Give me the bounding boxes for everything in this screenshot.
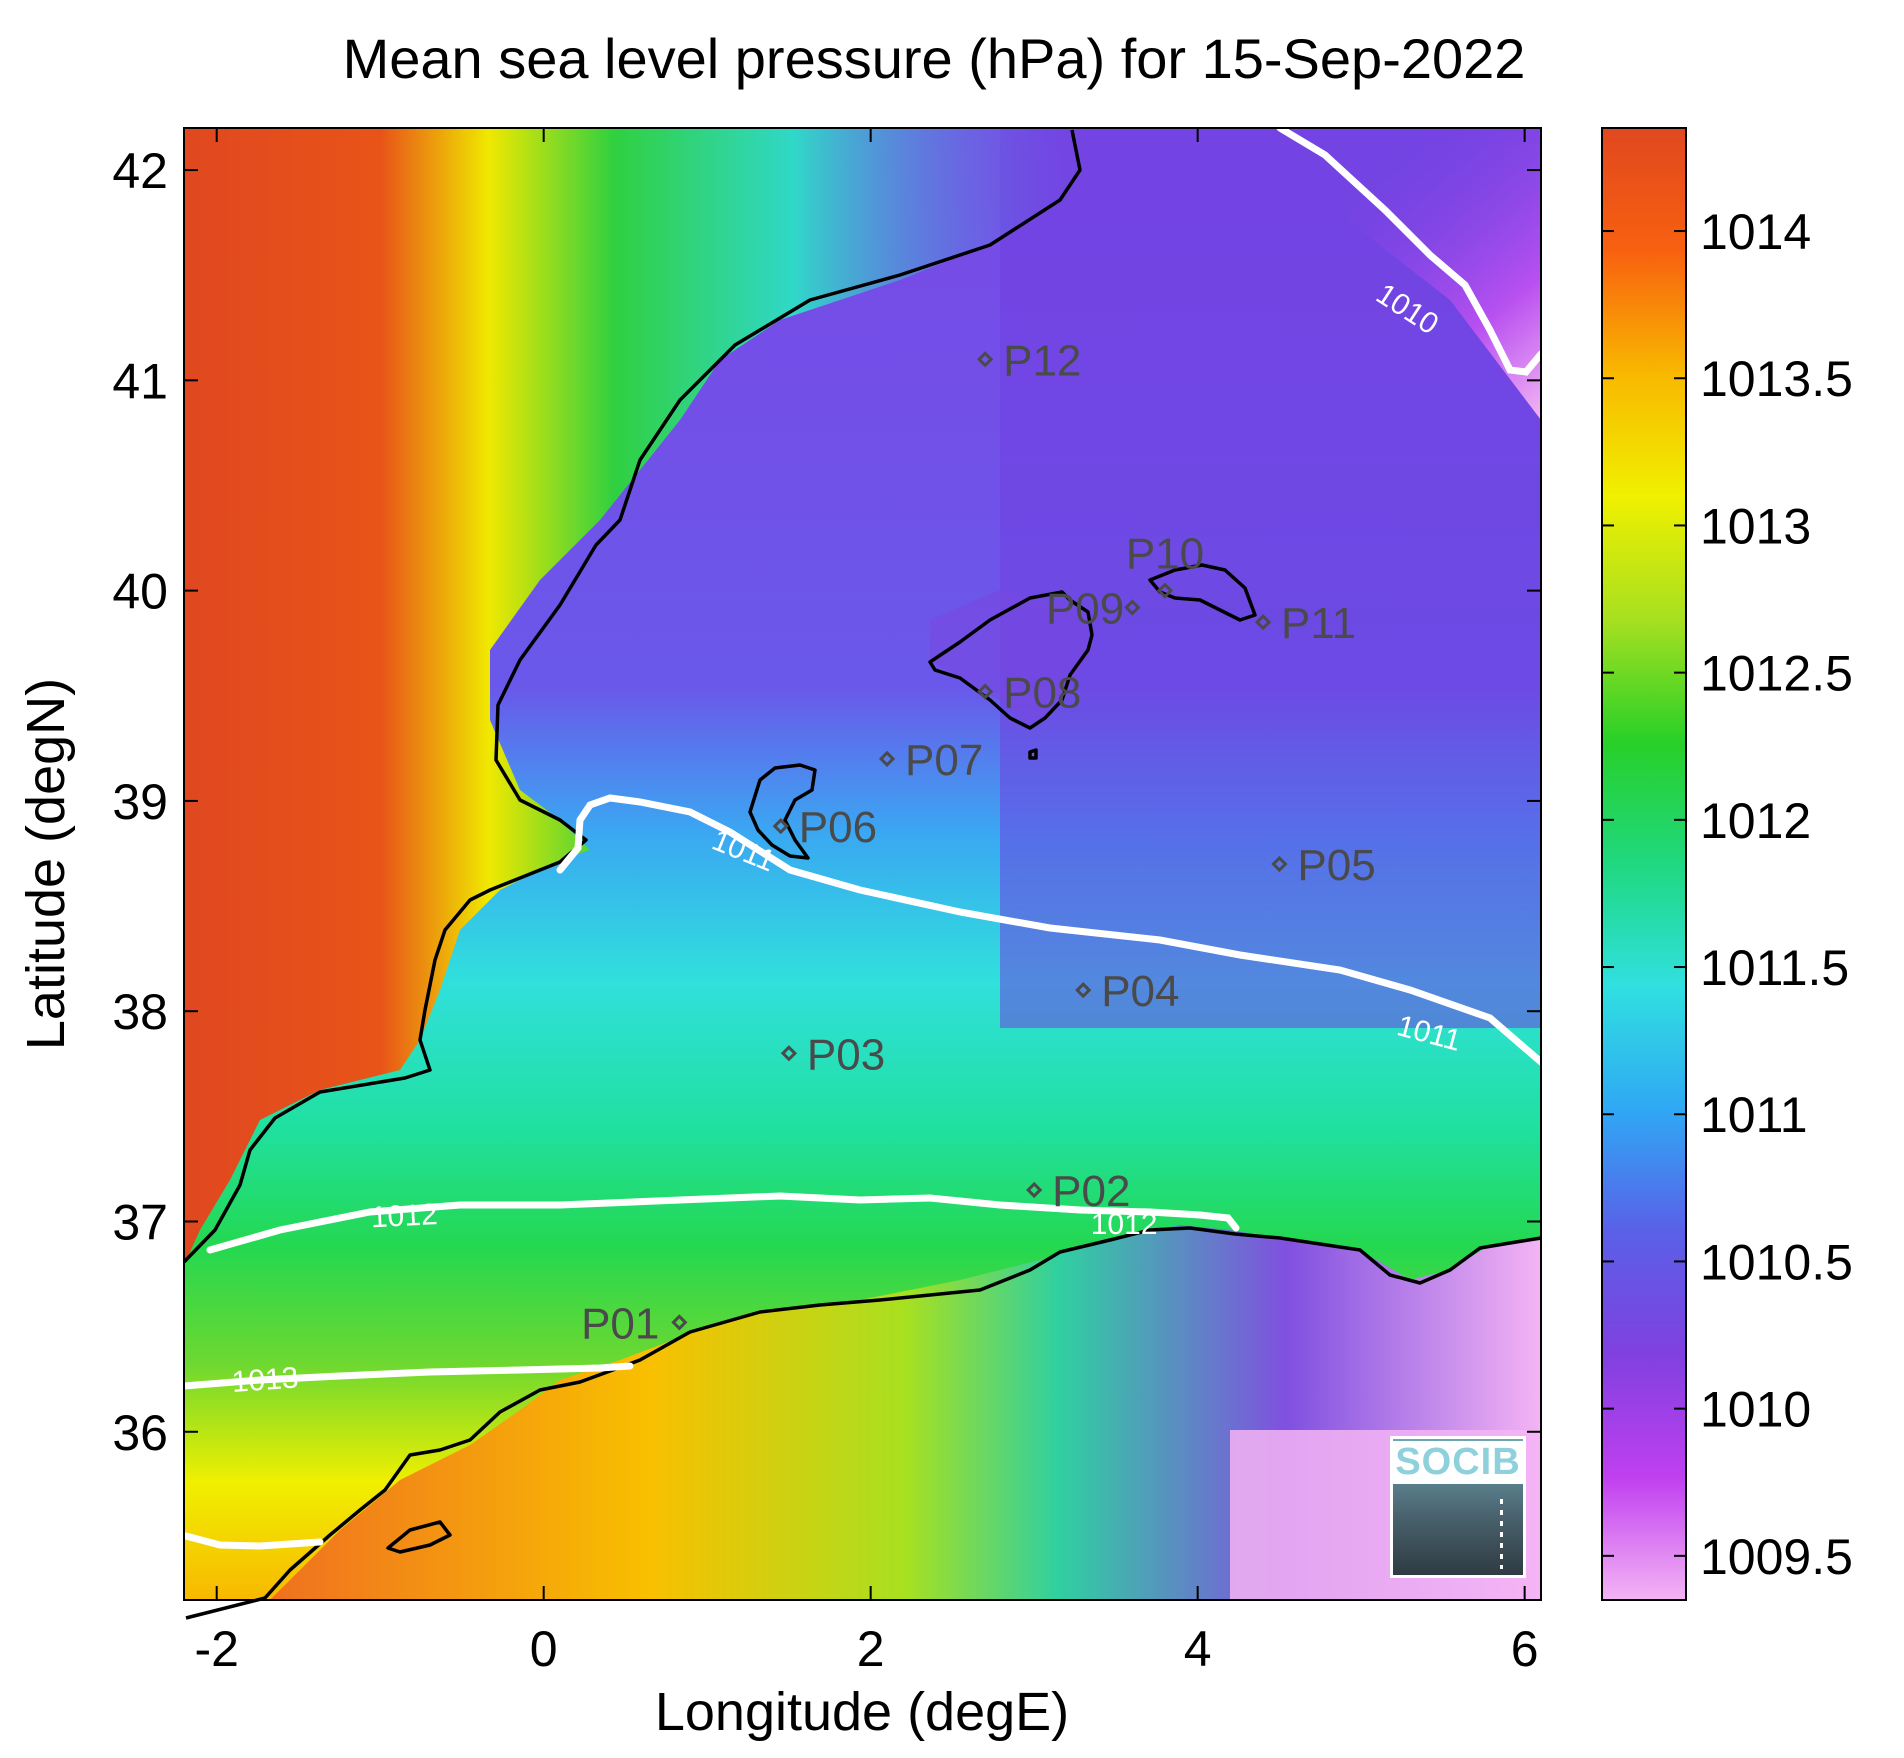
y-axis-label: Latitude (degN) bbox=[16, 678, 76, 1050]
map-field bbox=[184, 128, 1541, 1600]
colorbar-tick-label: 1013 bbox=[1700, 498, 1811, 554]
y-tick-label: 40 bbox=[112, 564, 168, 620]
station-marker bbox=[780, 1045, 798, 1062]
y-tick-label: 38 bbox=[112, 984, 168, 1040]
socib-logo: SOCIB bbox=[1390, 1436, 1526, 1578]
x-tick-label: -2 bbox=[194, 1621, 238, 1677]
station-marker bbox=[671, 1314, 688, 1331]
logo-mark bbox=[1500, 1499, 1503, 1569]
colorbar-tick-label: 1010 bbox=[1700, 1382, 1811, 1438]
station-label: P06 bbox=[799, 803, 877, 852]
station-marker bbox=[772, 818, 789, 835]
station-label: P10 bbox=[1126, 530, 1204, 579]
x-axis-ticks: -2 0 2 4 6 bbox=[194, 128, 1539, 1677]
station-marker bbox=[1271, 855, 1288, 873]
station-marker bbox=[1254, 614, 1272, 631]
station-marker bbox=[976, 683, 994, 700]
y-tick-label: 37 bbox=[112, 1194, 168, 1250]
isobar-label: 1013 bbox=[231, 1361, 300, 1399]
x-tick-label: 0 bbox=[530, 1621, 558, 1677]
station-label: P08 bbox=[1003, 669, 1081, 718]
isobars bbox=[180, 124, 1545, 1550]
isobar-label: 1012 bbox=[370, 1198, 438, 1234]
x-tick-label: 4 bbox=[1184, 1621, 1212, 1677]
x-tick-label: 6 bbox=[1511, 1621, 1539, 1677]
x-tick-label: 2 bbox=[857, 1621, 885, 1677]
colorbar-ticks: 1009.5 1010 1010.5 1011 1011.5 1012 1012.5 1013… bbox=[1602, 204, 1853, 1585]
colorbar-tick-label: 1011 bbox=[1700, 1087, 1808, 1143]
colorbar-tick-label: 1011.5 bbox=[1700, 940, 1849, 996]
colorbar-tick-label: 1013.5 bbox=[1700, 351, 1853, 407]
iberia-land bbox=[184, 128, 1080, 1265]
colorbar-tick-label: 1010.5 bbox=[1700, 1234, 1853, 1290]
colorbar-tick-label: 1009.5 bbox=[1700, 1529, 1853, 1585]
africa-land bbox=[270, 1225, 1541, 1600]
coastline bbox=[182, 129, 1542, 1620]
colorbar: 1009.5 1010 1010.5 1011 1011.5 1012 1012.5 1013… bbox=[1601, 127, 1853, 1601]
y-tick-label: 36 bbox=[112, 1405, 168, 1461]
plot-frame bbox=[183, 127, 1542, 1601]
station-label: P03 bbox=[807, 1030, 885, 1079]
x-axis-label: Longitude (degE) bbox=[655, 1682, 1069, 1742]
station-marker bbox=[1075, 982, 1092, 999]
station-label: P05 bbox=[1297, 841, 1375, 890]
station-label: P12 bbox=[1003, 336, 1081, 385]
station-label: P02 bbox=[1052, 1167, 1130, 1216]
colorbar-ramp bbox=[1601, 127, 1687, 1601]
station-marker bbox=[1156, 582, 1174, 599]
isobar-label: 1012 bbox=[1091, 1208, 1158, 1241]
station-marker bbox=[1124, 599, 1141, 616]
colorbar-tick-label: 1012.5 bbox=[1700, 646, 1853, 702]
logo-text: SOCIB bbox=[1393, 1441, 1523, 1484]
station-label: P07 bbox=[905, 736, 983, 785]
colorbar-tick-label: 1012 bbox=[1700, 793, 1811, 849]
station-label: P04 bbox=[1101, 967, 1179, 1016]
station-marker bbox=[976, 351, 994, 368]
map-title: Mean sea level pressure (hPa) for 15-Sep… bbox=[342, 27, 1526, 90]
station-label: P11 bbox=[1281, 599, 1356, 648]
station-label: P09 bbox=[1046, 584, 1124, 633]
y-tick-label: 42 bbox=[112, 143, 168, 199]
y-tick-label: 41 bbox=[112, 353, 168, 409]
station-marker bbox=[1026, 1181, 1043, 1199]
colorbar-tick-label: 1014 bbox=[1700, 204, 1811, 260]
station-marker bbox=[878, 750, 896, 767]
station-label: P01 bbox=[581, 1299, 659, 1348]
y-tick-label: 39 bbox=[112, 774, 168, 830]
y-axis-ticks: 36 37 38 39 40 41 42 bbox=[112, 143, 1541, 1461]
